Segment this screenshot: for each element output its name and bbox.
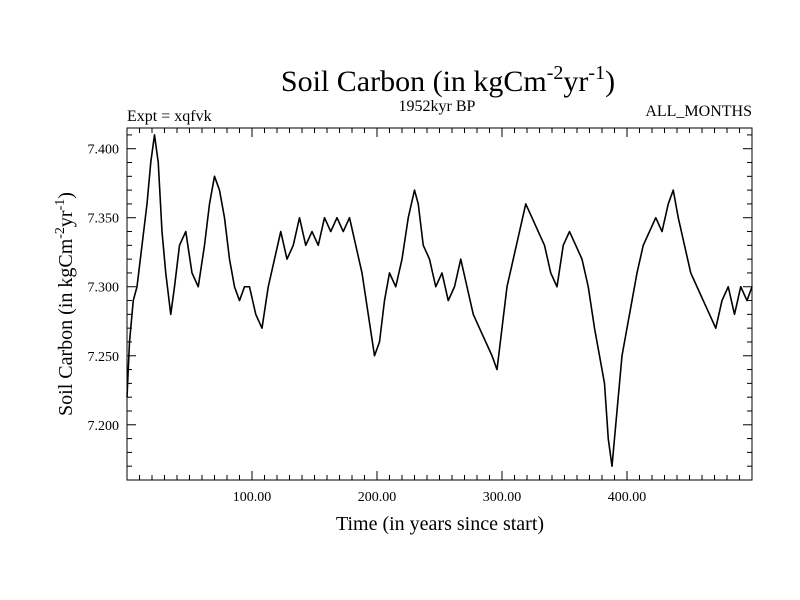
y-tick-label: 7.250 [88,350,120,365]
y-tick-label: 7.200 [88,419,120,434]
x-tick-label: 100.00 [233,490,272,505]
subtitle-right: ALL_MONTHS [645,103,752,120]
plot-frame [126,127,753,481]
chart-title: Soil Carbon (in kgCm-2yr-1) [281,62,615,98]
x-tick-label: 200.00 [358,490,397,505]
series-line [126,134,753,467]
x-axis-title: Time (in years since start) [336,513,544,535]
y-tick-label: 7.350 [88,212,120,227]
subtitle-center: 1952kyr BP [399,98,476,115]
y-tick-label: 7.400 [88,143,120,158]
x-axis: 100.00 200.00 300.00 400.00 [139,128,740,505]
y-axis-title: Soil Carbon (in kgCm-2yr-1) [53,192,77,416]
subtitle-left: Expt = xqfvk [127,108,212,125]
y-axis: 7.200 7.250 7.300 7.350 7.400 [88,134,752,467]
x-tick-label: 300.00 [483,490,522,505]
y-tick-label: 7.300 [88,281,120,296]
x-tick-label: 400.00 [608,490,647,505]
